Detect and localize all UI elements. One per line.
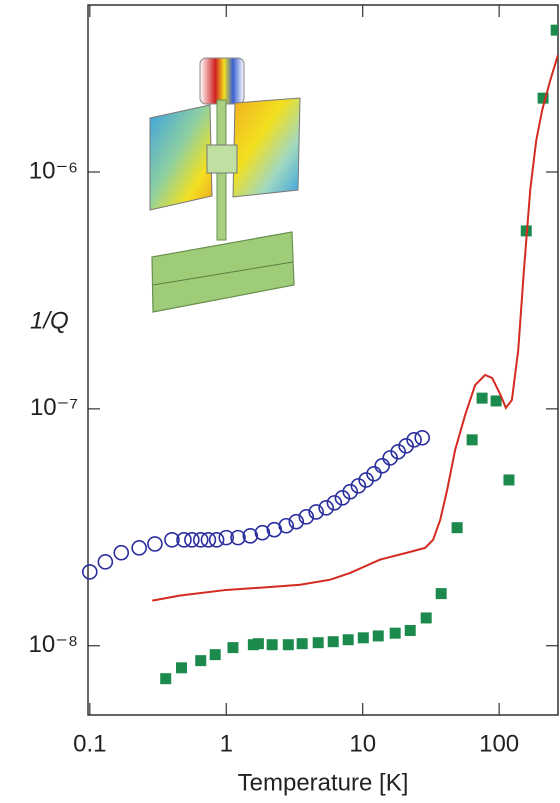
data-point	[176, 662, 187, 673]
data-point	[491, 395, 502, 406]
plot-frame	[88, 5, 558, 715]
x-tick-label: 0.1	[73, 730, 106, 757]
data-point	[503, 474, 514, 485]
data-point	[83, 565, 97, 579]
data-point	[227, 642, 238, 653]
data-point	[195, 655, 206, 666]
data-point	[148, 537, 162, 551]
data-point	[313, 637, 324, 648]
data-point	[415, 431, 429, 445]
data-point	[467, 434, 478, 445]
data-point	[477, 393, 488, 404]
data-point	[297, 638, 308, 649]
data-point	[375, 459, 389, 473]
data-point	[327, 496, 341, 510]
data-point	[132, 541, 146, 555]
data-point	[253, 638, 264, 649]
data-point	[436, 588, 447, 599]
x-tick-label: 100	[479, 730, 519, 757]
data-point	[114, 546, 128, 560]
x-axis-label: Temperature [K]	[238, 769, 409, 796]
data-point	[373, 630, 384, 641]
data-point	[267, 639, 278, 650]
chart: 1/Q Temperature [K] 0.1 1 10 100 10⁻⁸ 10⁻⁷ 10⁻…	[0, 0, 560, 803]
y-tick-label: 10⁻⁷	[30, 394, 78, 421]
y-axis-label: 1/Q	[30, 307, 69, 334]
data-point	[210, 649, 221, 660]
data-point	[160, 673, 171, 684]
data-point	[452, 522, 463, 533]
x-tick-label: 1	[220, 730, 233, 757]
data-point	[358, 632, 369, 643]
data-point	[405, 625, 416, 636]
data-point	[283, 639, 294, 650]
data-point	[390, 628, 401, 639]
y-tick-label: 10⁻⁶	[29, 157, 78, 184]
data-point	[210, 533, 224, 547]
inset-illustration	[150, 58, 300, 312]
data-point	[98, 555, 112, 569]
y-tick-label: 10⁻⁸	[29, 631, 79, 658]
data-point	[328, 636, 339, 647]
data-point	[343, 634, 354, 645]
data-point	[421, 612, 432, 623]
fit-line	[152, 55, 558, 601]
x-tick-label: 10	[349, 730, 376, 757]
